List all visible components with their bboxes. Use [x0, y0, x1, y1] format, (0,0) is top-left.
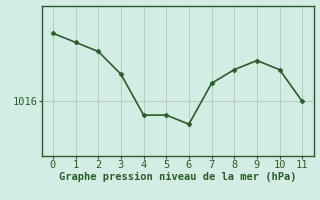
X-axis label: Graphe pression niveau de la mer (hPa): Graphe pression niveau de la mer (hPa)	[59, 172, 296, 182]
